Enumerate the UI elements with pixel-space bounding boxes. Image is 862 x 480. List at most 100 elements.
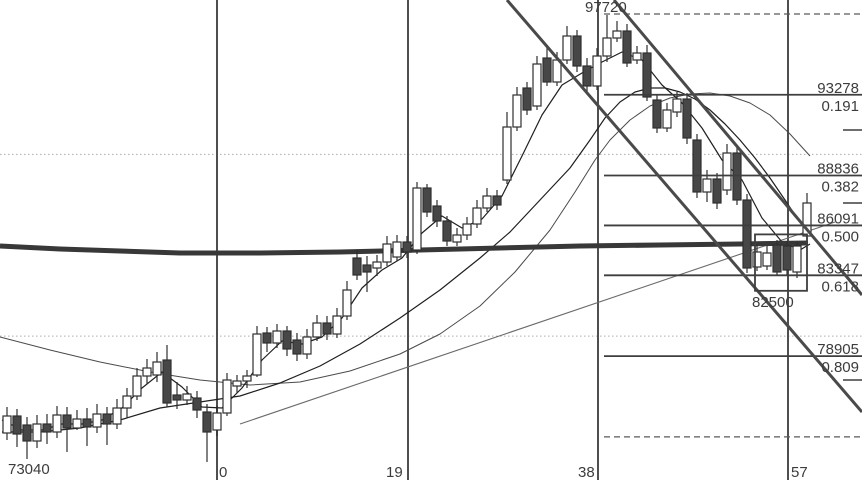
candle-down: [102, 413, 112, 425]
candle-down: [572, 35, 582, 67]
candle-up: [152, 361, 162, 376]
candle-down: [282, 330, 292, 350]
candle-up: [512, 94, 522, 128]
x-axis-label-38: 38: [578, 464, 595, 480]
candle-down: [352, 257, 362, 276]
candle-up: [462, 223, 472, 236]
candle-up: [392, 241, 402, 258]
candle-down: [12, 415, 22, 435]
candle-down: [292, 339, 302, 355]
candle-up: [412, 187, 422, 251]
candle-down: [652, 99, 662, 129]
downtrend-channel-line-1: [505, 0, 862, 413]
fib-ratio-label: 0.191: [821, 98, 859, 115]
swing-low-price-label: 73040: [8, 461, 50, 478]
candle-down: [622, 30, 632, 64]
candle-down: [782, 245, 792, 271]
candle-up: [312, 322, 322, 338]
candle-down: [62, 414, 72, 429]
candle-up: [662, 109, 672, 129]
candle-down: [402, 241, 412, 253]
candle-up: [132, 375, 142, 397]
candle-up: [762, 252, 772, 267]
candle-up: [792, 245, 802, 273]
candle-up: [592, 55, 602, 87]
candle-down: [522, 87, 532, 111]
support-trendline: [239, 221, 836, 425]
candle-up: [502, 126, 512, 181]
candle-up: [182, 393, 192, 401]
fib-ratio-label: 0.618: [821, 278, 859, 295]
candle-up: [122, 395, 132, 409]
candle-up: [32, 423, 42, 442]
candle-down: [642, 52, 652, 98]
candle-down: [432, 205, 442, 222]
candle-up: [72, 418, 82, 429]
candle-up: [332, 315, 342, 335]
candle-down: [22, 424, 32, 442]
candle-up: [702, 178, 712, 193]
candle-up: [472, 207, 482, 225]
candle-up: [612, 30, 622, 39]
x-axis-label-0: 0: [219, 464, 227, 480]
candle-down: [202, 411, 212, 433]
candle-down: [162, 359, 172, 404]
fib-price-label: 78905: [817, 341, 859, 358]
candle-down: [362, 264, 372, 273]
candle-up: [482, 195, 492, 209]
fib-price-label: 83347: [817, 260, 859, 277]
candle-up: [452, 234, 462, 243]
fib-price-label: 86091: [817, 210, 859, 227]
candle-up: [342, 289, 352, 317]
candle-up: [212, 412, 222, 431]
candle-up: [752, 251, 762, 268]
candle-down: [82, 418, 92, 428]
candle-down: [172, 394, 182, 401]
candle-up: [302, 336, 312, 355]
candle-up: [222, 379, 232, 414]
price-annotation-box: [754, 233, 808, 292]
candle-down: [732, 152, 742, 201]
candle-up: [142, 367, 152, 377]
candle-up: [372, 261, 382, 269]
candle-up: [272, 330, 282, 344]
fib-price-label: 88836: [817, 161, 859, 178]
candles-group: [2, 15, 812, 462]
fib-ratio-label: 0.809: [821, 359, 859, 376]
candle-down: [442, 220, 452, 242]
candle-down: [192, 397, 202, 411]
candle-down: [42, 423, 52, 433]
candle-down: [262, 332, 272, 344]
candle-up: [52, 414, 62, 433]
candle-up: [562, 35, 572, 61]
candle-down: [772, 244, 782, 273]
candle-up: [722, 152, 732, 191]
moving-average-mid: [2, 87, 811, 433]
x-axis-label-19: 19: [386, 464, 403, 480]
fib-ratio-label: 0.382: [821, 179, 859, 196]
candle-down: [322, 322, 332, 335]
candle-up: [232, 380, 242, 387]
candle-up: [382, 243, 392, 263]
candle-down: [692, 139, 702, 193]
candle-up: [602, 37, 612, 57]
fib-ratio-label: 0.500: [821, 228, 859, 245]
fib-price-label: 93278: [817, 80, 859, 97]
candle-up: [92, 413, 102, 428]
candle-up: [112, 407, 122, 425]
downtrend-channel-line-2: [612, 0, 862, 296]
candle-down: [492, 195, 502, 206]
swing-high-price-label: 97720: [585, 0, 627, 16]
candle-up: [252, 333, 262, 376]
candle-up: [242, 375, 252, 382]
candle-up: [2, 415, 12, 434]
candle-down: [712, 178, 722, 204]
x-axis-label-57: 57: [791, 464, 808, 480]
candle-down: [682, 98, 692, 139]
candle-up: [672, 98, 682, 113]
candle-up: [532, 63, 542, 107]
candle-down: [422, 187, 432, 213]
